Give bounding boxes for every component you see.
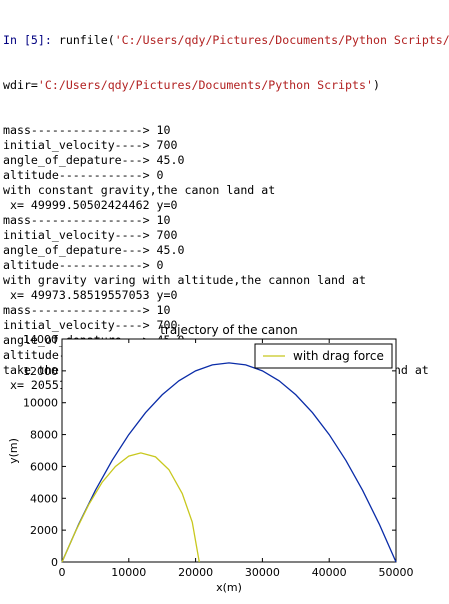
y-tick-label: 10000 — [23, 397, 58, 410]
x-tick-label: 10000 — [111, 566, 146, 579]
output-line: with constant gravity,the canon land at — [3, 183, 276, 197]
code: ) — [372, 78, 380, 92]
output-line: mass----------------> 10 — [3, 303, 171, 317]
output-line: with gravity varing with altitude,the ca… — [3, 273, 366, 287]
y-tick-label: 2000 — [30, 524, 58, 537]
y-tick-label: 14000 — [23, 333, 58, 346]
series-line — [61, 452, 200, 563]
string: 'C:/Users/qdy/Pictures/Documents/Python … — [37, 78, 373, 92]
output-line: mass----------------> 10 — [3, 123, 171, 137]
x-tick-label: 0 — [59, 566, 66, 579]
output-line: mass----------------> 10 — [3, 213, 171, 227]
output: mass----------------> 10 initial_velocity… — [3, 123, 449, 393]
chart-title: trajectory of the canon — [160, 323, 298, 337]
y-tick-label: 8000 — [30, 429, 58, 442]
output-line: altitude------------> 0 — [3, 258, 164, 272]
string: 'C:/Users/qdy/Pictures/Documents/Python … — [114, 33, 449, 47]
x-axis-label: x(m) — [216, 581, 242, 594]
output-line: initial_velocity----> 700 — [3, 138, 178, 152]
y-tick-label: 12000 — [23, 365, 58, 378]
output-line: angle_of_depature---> 45.0 — [3, 243, 185, 257]
y-tick-label: 6000 — [30, 460, 58, 473]
code: wdir= — [3, 78, 38, 92]
x-tick-label: 50000 — [379, 566, 414, 579]
prompt: In [5]: — [3, 33, 52, 47]
plot-area — [61, 338, 397, 563]
x-tick-label: 30000 — [245, 566, 280, 579]
console: In [5]: runfile('C:/Users/qdy/Pictures/D… — [3, 3, 449, 408]
series-line — [61, 362, 397, 563]
code: runfile( — [58, 33, 115, 47]
output-line: initial_velocity----> 700 — [3, 228, 178, 242]
output-line: x= 49973.58519557053 y=0 — [3, 288, 178, 302]
legend-label: with drag force — [293, 349, 384, 363]
x-tick-label: 40000 — [312, 566, 347, 579]
output-line: x= 49999.50502424462 y=0 — [3, 198, 178, 212]
x-tick-label: 20000 — [178, 566, 213, 579]
input-line: In [5]: runfile('C:/Users/qdy/Pictures/D… — [3, 33, 449, 48]
legend-box — [254, 343, 393, 369]
y-tick-label: 4000 — [30, 492, 58, 505]
output-line: altitude------------> 0 — [3, 168, 164, 182]
y-axis-label: y(m) — [7, 438, 20, 464]
output-line: angle_of_depature---> 45.0 — [3, 153, 185, 167]
output-line: initial_velocity----> 700 — [3, 318, 178, 332]
legend: with drag force — [254, 343, 393, 369]
y-tick-label: 0 — [51, 556, 58, 569]
input-line: wdir='C:/Users/qdy/Pictures/Documents/Py… — [3, 78, 449, 93]
